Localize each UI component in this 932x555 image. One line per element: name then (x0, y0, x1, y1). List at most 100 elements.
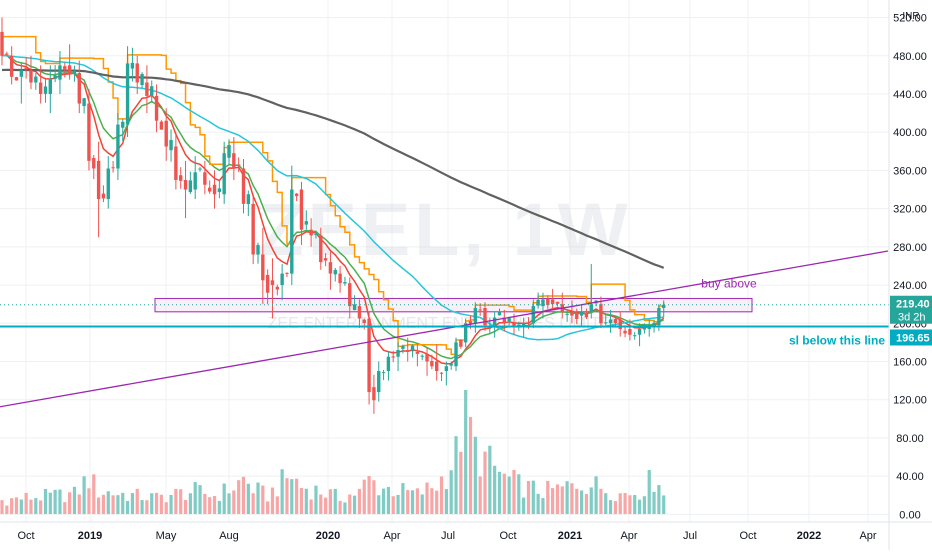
candle-body (43, 86, 48, 94)
volume-bar (309, 499, 313, 514)
candle-body (517, 324, 521, 326)
price-axis[interactable]: INR 0.0040.0080.00120.00160.00200.00240.… (888, 0, 927, 550)
candle-body (637, 329, 642, 335)
volume-bar (111, 495, 115, 514)
volume-bar (203, 493, 207, 514)
candle-body (401, 346, 405, 349)
y-tick-label: 440.00 (893, 89, 927, 101)
candle-body (396, 350, 400, 357)
volume-bar (232, 490, 236, 514)
volume-bar (372, 480, 376, 514)
volume-bar (34, 498, 38, 514)
x-tick-label: 2022 (797, 530, 821, 542)
candle-body (372, 387, 376, 401)
annotations: buy above sl below this line (701, 276, 885, 347)
x-tick-label: 2020 (316, 530, 340, 542)
candle-body (179, 175, 183, 181)
candle-body (304, 221, 308, 225)
volume-bar (169, 495, 173, 514)
candle-body (338, 273, 342, 284)
volume-bar (135, 488, 139, 514)
candle-body (439, 372, 444, 374)
volume-bar (275, 496, 279, 514)
candle-body (584, 313, 589, 318)
candle-body (294, 193, 299, 197)
candle-body (140, 73, 144, 85)
volume-bar (507, 476, 511, 514)
volume-bar (0, 500, 4, 514)
candle-body (150, 86, 154, 96)
volume-bar (391, 496, 395, 514)
candle-body (526, 322, 531, 324)
candle-body (531, 306, 535, 324)
candle-body (319, 235, 323, 263)
volume-bar (522, 497, 526, 514)
volume-bar (140, 500, 144, 514)
volume-bar (464, 390, 468, 514)
volume-bar (637, 499, 642, 514)
volume-bar (53, 489, 57, 514)
volume-bar (14, 497, 19, 514)
volume-bar (48, 492, 52, 514)
candle-body (420, 355, 424, 357)
candle-body (570, 311, 574, 316)
candle-body (444, 366, 449, 372)
volume-bar (362, 479, 366, 514)
y-tick-label: 80.00 (896, 433, 924, 445)
candle-body (0, 31, 4, 56)
volume-bar (237, 480, 241, 514)
candle-body (121, 121, 125, 128)
candle-body (550, 299, 555, 305)
candle-body (154, 95, 159, 121)
volume-bar (377, 495, 381, 514)
candle-body (5, 53, 9, 55)
ma-line-3 (1, 54, 664, 341)
volume-bar (662, 495, 666, 514)
candle-body (48, 79, 52, 94)
time-axis[interactable]: Oct 2019 May Aug 2020 Apr Jul Oct 2021 Apr Jul Oct 2… (0, 521, 932, 542)
volume-bar (599, 488, 603, 514)
candle-body (174, 146, 178, 180)
candle-body (290, 189, 294, 274)
volume-bar (541, 498, 545, 514)
volume-bar (608, 500, 613, 514)
candle-body (435, 361, 439, 372)
volume-bar (179, 489, 183, 514)
volume-bar (328, 489, 333, 514)
volume-bar (396, 494, 400, 514)
y-tick-label: 360.00 (893, 165, 927, 177)
volume-bar (536, 493, 540, 514)
candle-body (381, 372, 386, 374)
volume-bar (618, 493, 622, 514)
volume-bar (628, 495, 632, 514)
candle-body (19, 70, 24, 77)
candle-body (652, 322, 656, 328)
candle-body (604, 322, 608, 324)
candle-body (483, 307, 487, 326)
candle-body (299, 189, 304, 230)
volume-bar (604, 493, 608, 514)
candle-body (328, 262, 333, 274)
volume-bar (420, 494, 424, 514)
candle-body (193, 172, 197, 190)
volume-bar (116, 495, 120, 514)
candle-body (410, 345, 415, 352)
y-tick-label: 240.00 (893, 280, 927, 292)
volume-bar (241, 476, 246, 514)
volume-bar (459, 451, 463, 514)
candle-body (67, 65, 72, 73)
volume-bar (517, 474, 521, 514)
y-tick-label: 400.00 (893, 127, 927, 139)
volume-bar (473, 436, 477, 514)
ma-line-1 (1, 54, 665, 360)
candle-body (24, 67, 28, 70)
candle-body (565, 313, 569, 315)
volume-bar (367, 476, 371, 514)
candle-body (314, 233, 318, 235)
volume-bar (546, 480, 550, 514)
currency-label: INR (902, 11, 919, 22)
volume-bar (526, 480, 531, 514)
volume-bar (251, 493, 255, 514)
